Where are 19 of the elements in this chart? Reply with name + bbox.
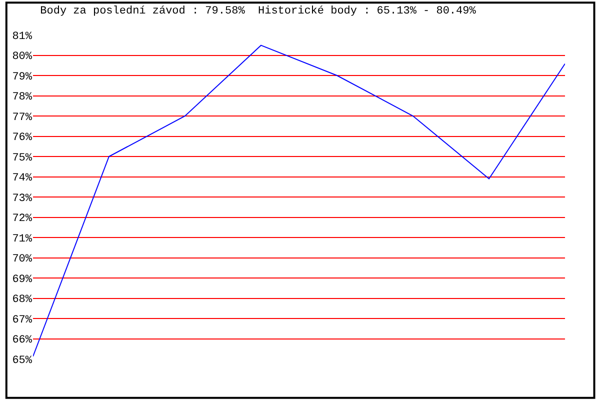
line-series bbox=[33, 44, 565, 357]
y-tick-label: 78% bbox=[12, 92, 32, 104]
y-tick-label: 77% bbox=[12, 112, 32, 124]
y-tick-label: 71% bbox=[12, 233, 32, 246]
y-tick-label: 81% bbox=[12, 30, 32, 43]
y-tick-label: 79% bbox=[12, 71, 32, 84]
y-tick-label: 75% bbox=[12, 152, 32, 164]
chart-title: Body za poslední závod : 79.58% Historické body : 65.13% - 80.49% bbox=[40, 6, 476, 18]
y-tick-label: 76% bbox=[12, 132, 32, 144]
y-tick-label: 74% bbox=[12, 172, 32, 185]
y-tick-label: 68% bbox=[12, 294, 32, 306]
y-tick-label: 72% bbox=[12, 213, 32, 226]
y-tick-label: 69% bbox=[12, 274, 32, 286]
y-tick-label: 70% bbox=[12, 254, 32, 266]
y-tick-label: 67% bbox=[12, 314, 32, 326]
y-tick-label: 73% bbox=[12, 192, 32, 205]
y-tick-label: 66% bbox=[12, 334, 32, 347]
y-tick-label: 80% bbox=[12, 51, 32, 64]
y-tick-label: 65% bbox=[12, 354, 32, 367]
